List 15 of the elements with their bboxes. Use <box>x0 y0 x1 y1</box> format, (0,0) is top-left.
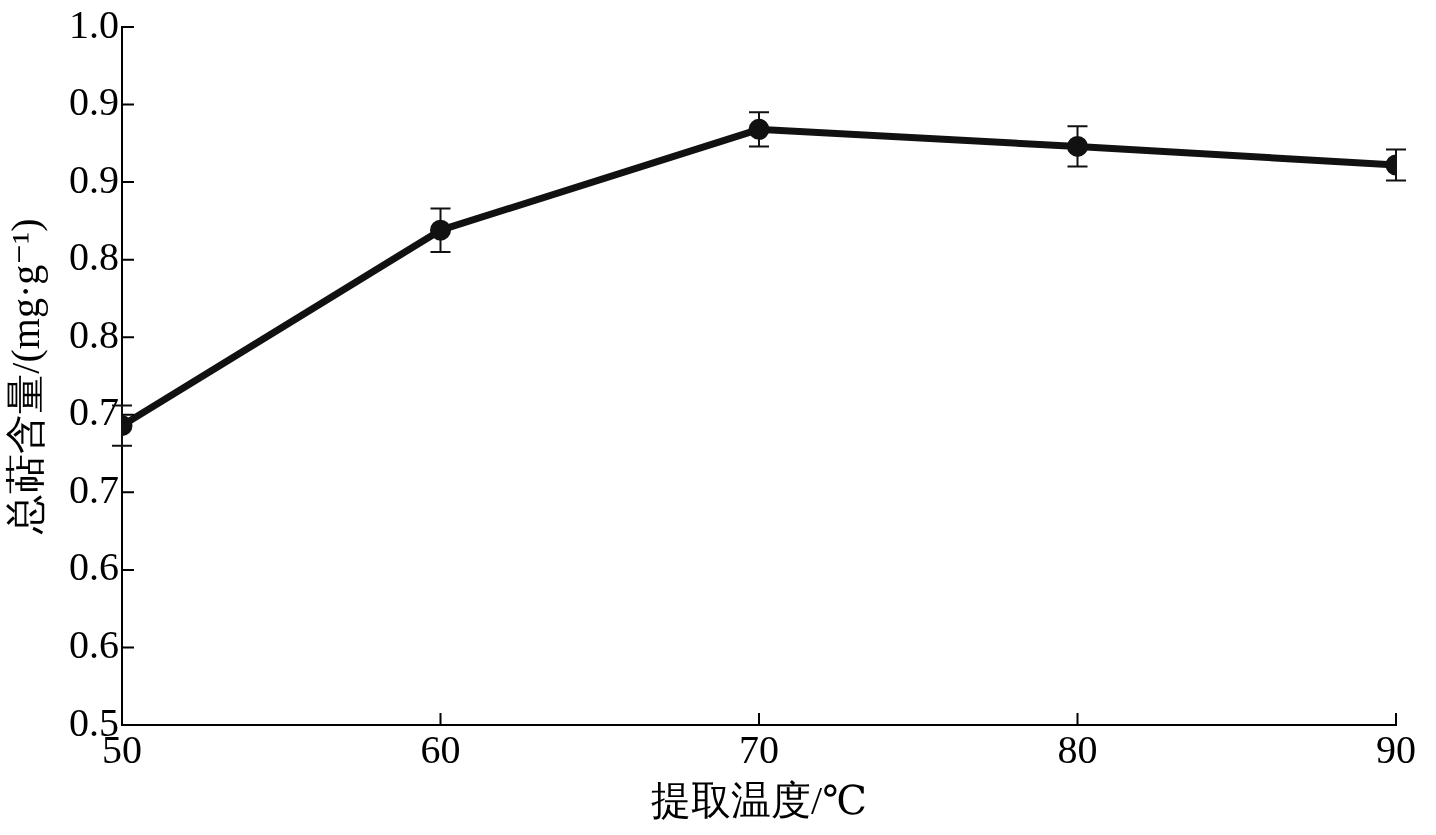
y-axis-title: 总萜含量/(mg·g⁻¹) <box>2 218 48 535</box>
x-tick-label: 60 <box>420 726 461 772</box>
y-tick-label: 0.7 <box>69 466 119 512</box>
x-tick-label: 90 <box>1376 726 1416 772</box>
y-tick-label: 0.6 <box>69 544 119 590</box>
x-axis-title: 提取温度/℃ <box>651 777 867 823</box>
y-tick-label: 0.9 <box>69 156 119 202</box>
y-tick-label: 0.6 <box>69 621 119 667</box>
y-tick-label: 1.0 <box>69 1 119 47</box>
x-tick-label: 80 <box>1057 726 1098 772</box>
y-tick-label: 0.9 <box>69 79 119 125</box>
y-tick-label: 0.8 <box>69 234 119 280</box>
y-tick-label: 0.8 <box>69 311 119 357</box>
y-tick-label: 0.7 <box>69 389 119 435</box>
x-tick-label: 70 <box>739 726 779 772</box>
